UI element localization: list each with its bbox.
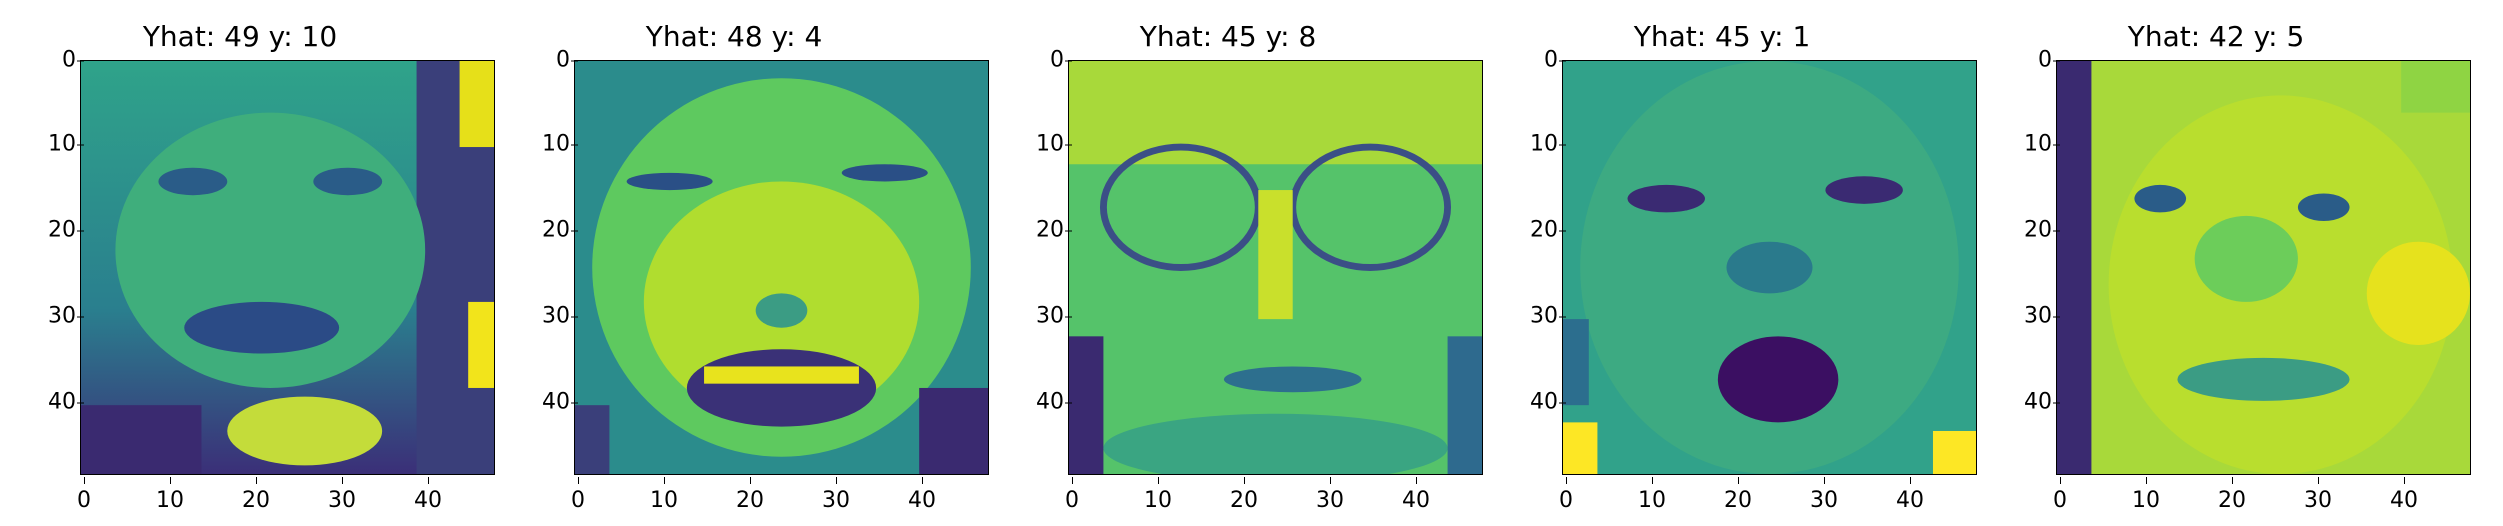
y-tick-label: 30: [2016, 304, 2060, 329]
subplot-title: Yhat: 45 y: 1: [1633, 20, 1811, 53]
y-tick-label: 30: [1522, 304, 1566, 329]
face-image-2: [574, 60, 989, 475]
subplot-1: Yhat: 49 y: 10 0 10 20 30 40 0 10 20 30 …: [0, 0, 495, 526]
x-tick-label: 10: [1627, 477, 1677, 513]
y-tick-label: 10: [1522, 132, 1566, 157]
y-tick-label: 40: [1028, 390, 1072, 415]
y-tick-label: 20: [534, 218, 578, 243]
subplot-title: Yhat: 49 y: 10: [142, 20, 338, 53]
y-tick-label: 0: [2016, 48, 2060, 73]
subplot-title: Yhat: 42 y: 5: [2127, 20, 2305, 53]
x-tick-label: 0: [1541, 477, 1591, 513]
y-tick-label: 30: [40, 304, 84, 329]
face-image-5: [2056, 60, 2471, 475]
x-tick-label: 40: [1885, 477, 1935, 513]
x-tick-label: 30: [317, 477, 367, 513]
y-tick-label: 30: [1028, 304, 1072, 329]
subplot-4: Yhat: 45 y: 1 0 10 20 30 40 0 10 20 30 4…: [1482, 0, 1977, 526]
face-image-3: [1068, 60, 1483, 475]
x-tick-label: 10: [1133, 477, 1183, 513]
face-image-1: [80, 60, 495, 475]
subplot-2: Yhat: 48 y: 4 0 10 20 30 40 0 10 20 30 4…: [494, 0, 989, 526]
x-tick-label: 30: [1799, 477, 1849, 513]
x-tick-label: 0: [59, 477, 109, 513]
x-tick-label: 30: [1305, 477, 1355, 513]
y-tick-label: 0: [1028, 48, 1072, 73]
y-tick-label: 40: [2016, 390, 2060, 415]
x-tick-label: 10: [639, 477, 689, 513]
subplot-title: Yhat: 48 y: 4: [645, 20, 823, 53]
y-tick-label: 20: [1522, 218, 1566, 243]
y-tick-label: 40: [40, 390, 84, 415]
y-tick-label: 0: [40, 48, 84, 73]
y-tick-label: 10: [1028, 132, 1072, 157]
y-tick-label: 20: [1028, 218, 1072, 243]
y-tick-label: 20: [2016, 218, 2060, 243]
subplot-title: Yhat: 45 y: 8: [1139, 20, 1317, 53]
x-tick-label: 40: [403, 477, 453, 513]
x-tick-label: 20: [1713, 477, 1763, 513]
x-tick-label: 40: [897, 477, 947, 513]
x-tick-label: 0: [553, 477, 603, 513]
y-tick-label: 20: [40, 218, 84, 243]
subplot-3: Yhat: 45 y: 8 0 10 20 30 40 0 10 20 30 4…: [988, 0, 1483, 526]
x-tick-label: 10: [2121, 477, 2171, 513]
y-tick-label: 40: [534, 390, 578, 415]
x-tick-label: 30: [2293, 477, 2343, 513]
x-tick-label: 20: [2207, 477, 2257, 513]
face-image-4: [1562, 60, 1977, 475]
y-tick-label: 10: [2016, 132, 2060, 157]
y-tick-label: 10: [534, 132, 578, 157]
x-tick-label: 20: [725, 477, 775, 513]
y-tick-label: 40: [1522, 390, 1566, 415]
y-tick-label: 10: [40, 132, 84, 157]
x-tick-label: 20: [231, 477, 281, 513]
y-tick-label: 30: [534, 304, 578, 329]
x-tick-label: 30: [811, 477, 861, 513]
x-tick-label: 40: [1391, 477, 1441, 513]
subplot-5: Yhat: 42 y: 5 0 10 20 30 40 0 10 20 30 4…: [1976, 0, 2471, 526]
y-tick-label: 0: [534, 48, 578, 73]
x-tick-label: 0: [1047, 477, 1097, 513]
x-tick-label: 20: [1219, 477, 1269, 513]
y-tick-label: 0: [1522, 48, 1566, 73]
x-tick-label: 10: [145, 477, 195, 513]
x-tick-label: 0: [2035, 477, 2085, 513]
x-tick-label: 40: [2379, 477, 2429, 513]
